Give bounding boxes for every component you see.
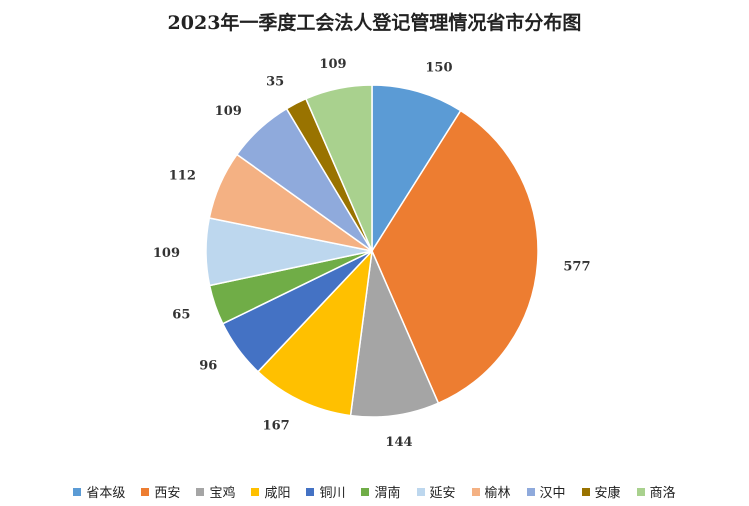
legend-swatch bbox=[526, 487, 535, 496]
legend-label: 安康 bbox=[594, 486, 621, 501]
legend-item-7: 榆林 bbox=[471, 482, 511, 501]
legend-item-4: 铜川 bbox=[306, 482, 345, 501]
pie-slice-10 bbox=[304, 84, 373, 252]
legend-swatch bbox=[196, 487, 205, 496]
legend-label: 榆林 bbox=[484, 486, 511, 501]
legend-swatch bbox=[251, 487, 260, 496]
legend-label: 宝鸡 bbox=[209, 486, 236, 501]
legend-item-10: 商洛 bbox=[636, 482, 676, 501]
legend-label: 省本级 bbox=[86, 486, 126, 501]
legend-swatch bbox=[306, 487, 315, 496]
legend-swatch bbox=[636, 487, 645, 496]
data-label-1: 577 bbox=[563, 260, 590, 275]
pie-slice-2 bbox=[349, 248, 440, 418]
legend-item-0: 省本级 bbox=[73, 482, 125, 501]
legend-item-9: 安康 bbox=[581, 482, 621, 501]
data-label-7: 112 bbox=[169, 168, 196, 183]
legend-label: 咸阳 bbox=[264, 486, 291, 501]
legend-label: 延安 bbox=[429, 486, 456, 501]
chart-title: 2023年一季度工会法人登记管理情况省市分布图 bbox=[167, 12, 582, 34]
legend-label: 渭南 bbox=[374, 486, 401, 501]
legend-swatch bbox=[471, 487, 480, 496]
pie-chart: 150 577 144 167 96 65 109 112 109 35 109 bbox=[153, 57, 591, 450]
data-label-9: 35 bbox=[266, 74, 284, 89]
legend-swatch bbox=[416, 487, 425, 496]
legend-item-1: 西安 bbox=[141, 482, 180, 501]
legend-item-8: 汉中 bbox=[526, 482, 566, 501]
data-label-6: 109 bbox=[153, 246, 180, 261]
legend-label: 铜川 bbox=[319, 486, 346, 501]
data-label-5: 65 bbox=[172, 308, 190, 323]
data-label-2: 144 bbox=[385, 435, 412, 450]
data-label-0: 150 bbox=[425, 61, 452, 76]
legend-item-3: 咸阳 bbox=[251, 482, 290, 501]
pie-slice-3 bbox=[256, 248, 374, 417]
data-label-8: 109 bbox=[215, 104, 242, 119]
legend-swatch bbox=[73, 487, 82, 496]
pie-slice-0 bbox=[371, 84, 462, 254]
legend-swatch bbox=[581, 487, 590, 496]
data-label-10: 109 bbox=[319, 57, 346, 72]
legend-item-6: 延安 bbox=[416, 482, 456, 501]
data-label-3: 167 bbox=[263, 419, 290, 434]
legend-label: 西安 bbox=[154, 486, 181, 501]
legend-label: 汉中 bbox=[539, 486, 566, 501]
legend-item-2: 宝鸡 bbox=[196, 482, 235, 501]
legend-swatch bbox=[361, 487, 370, 496]
legend-item-5: 渭南 bbox=[361, 482, 401, 501]
data-label-4: 96 bbox=[199, 359, 217, 374]
legend-label: 商洛 bbox=[649, 486, 676, 501]
pie-slice-1 bbox=[371, 109, 539, 405]
legend: 省本级 西安 宝鸡 咸阳 铜川 渭南 延安 榆林 汉中 安康 商洛 bbox=[0, 482, 749, 501]
legend-swatch bbox=[141, 487, 150, 496]
